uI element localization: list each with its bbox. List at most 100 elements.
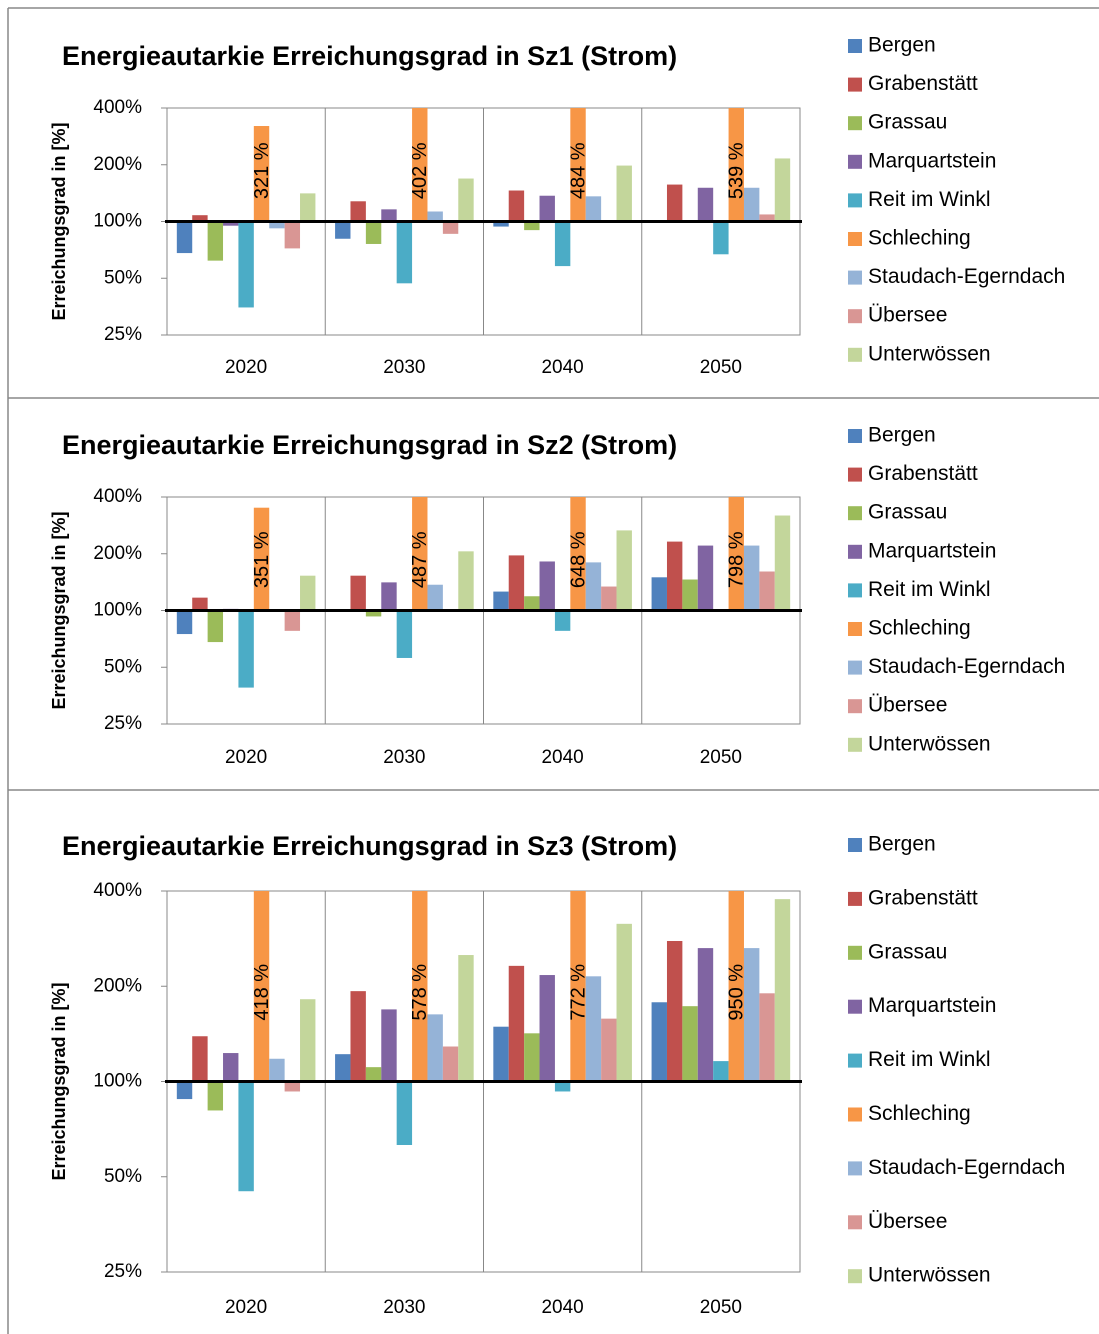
bar xyxy=(207,221,224,261)
bar xyxy=(458,955,474,1082)
legend-label: Unterwössen xyxy=(868,342,991,365)
bar xyxy=(192,1036,208,1082)
bar xyxy=(223,1053,239,1082)
bar xyxy=(651,1002,667,1082)
bar xyxy=(493,591,509,611)
bar xyxy=(412,891,428,1082)
y-tick-label: 100% xyxy=(93,211,142,232)
bar xyxy=(554,221,571,267)
legend-label: Marquartstein xyxy=(868,539,996,562)
legend-swatch xyxy=(848,347,862,362)
bar xyxy=(666,940,683,1082)
bars xyxy=(176,497,791,688)
bar xyxy=(524,596,540,611)
legend-label: Schleching xyxy=(868,617,971,640)
bar xyxy=(427,211,443,222)
bar xyxy=(458,551,474,611)
bar xyxy=(774,899,791,1082)
bar xyxy=(350,201,366,222)
legend-label: Übersee xyxy=(868,694,947,717)
legend-swatch xyxy=(848,429,862,443)
y-tick-label: 50% xyxy=(104,267,142,288)
bar xyxy=(207,1081,224,1111)
legend-swatch xyxy=(848,77,862,92)
bar xyxy=(253,891,270,1082)
bar xyxy=(350,575,366,611)
x-tick-label: 2040 xyxy=(541,1297,583,1318)
bar xyxy=(458,178,474,222)
legend-swatch xyxy=(848,1161,862,1176)
bar xyxy=(192,215,208,222)
bar xyxy=(570,891,586,1082)
bar xyxy=(176,1081,193,1100)
bar xyxy=(743,948,760,1082)
y-tick-label: 200% xyxy=(93,154,142,175)
bar xyxy=(381,209,397,222)
bar xyxy=(524,221,540,231)
legend-swatch xyxy=(848,999,862,1014)
legend-swatch xyxy=(848,838,862,852)
legend-label: Staudach-Egerndach xyxy=(868,655,1065,678)
bar xyxy=(442,1046,459,1082)
y-tick-label: 50% xyxy=(104,1166,142,1187)
bar xyxy=(697,948,714,1082)
bar xyxy=(269,221,285,229)
bar xyxy=(601,586,617,611)
bar xyxy=(365,221,382,244)
bar xyxy=(335,221,351,239)
bar xyxy=(508,965,525,1082)
legend-label: Bergen xyxy=(868,424,936,447)
y-axis-label: Erreichungsgrad in [%] xyxy=(49,122,69,320)
bar xyxy=(539,561,555,611)
bar xyxy=(176,610,193,635)
legend-label: Grassau xyxy=(868,501,947,524)
bar xyxy=(759,993,775,1082)
bar xyxy=(713,221,729,255)
x-tick-label: 2020 xyxy=(225,357,267,378)
bars xyxy=(176,891,791,1192)
bar xyxy=(300,575,316,611)
legend-swatch xyxy=(848,467,862,482)
bar xyxy=(253,507,270,611)
value-label: 487 % xyxy=(409,531,431,588)
chart-title: Energieautarkie Erreichungsgrad in Sz1 (… xyxy=(62,41,677,71)
legend-swatch xyxy=(848,660,862,675)
legend-label: Grabenstätt xyxy=(868,886,978,909)
legend-swatch xyxy=(848,116,862,131)
legend-swatch xyxy=(848,1107,862,1122)
legend-label: Schleching xyxy=(868,227,971,250)
legend-label: Bergen xyxy=(868,833,936,856)
legend-label: Staudach-Egerndach xyxy=(868,1156,1065,1179)
bar xyxy=(682,579,698,611)
bar xyxy=(697,545,714,611)
bar xyxy=(350,991,366,1082)
bar xyxy=(728,891,744,1082)
y-tick-label: 25% xyxy=(104,713,142,734)
y-tick-label: 25% xyxy=(104,324,142,345)
value-label: 351 % xyxy=(251,531,273,588)
x-tick-label: 2050 xyxy=(700,357,742,378)
legend-label: Übersee xyxy=(868,1210,947,1233)
chart-title: Energieautarkie Erreichungsgrad in Sz3 (… xyxy=(62,831,677,861)
value-label: 321 % xyxy=(251,142,273,199)
x-tick-label: 2020 xyxy=(225,747,267,768)
bar xyxy=(601,1018,617,1082)
bar xyxy=(713,1061,729,1082)
value-label: 950 % xyxy=(726,964,748,1021)
bar xyxy=(427,1014,443,1082)
bar xyxy=(585,562,602,611)
bar xyxy=(253,126,270,222)
value-label: 798 % xyxy=(726,531,748,588)
bar xyxy=(238,221,254,308)
value-label: 772 % xyxy=(567,964,589,1021)
legend-swatch xyxy=(848,699,862,714)
legend-swatch xyxy=(848,737,862,752)
bar xyxy=(697,187,714,222)
legend-swatch xyxy=(848,39,862,53)
bar xyxy=(666,541,683,611)
bar xyxy=(759,214,775,222)
bar xyxy=(412,497,428,611)
legend-swatch xyxy=(848,1269,862,1284)
bar xyxy=(570,497,586,611)
x-tick-label: 2030 xyxy=(383,357,425,378)
